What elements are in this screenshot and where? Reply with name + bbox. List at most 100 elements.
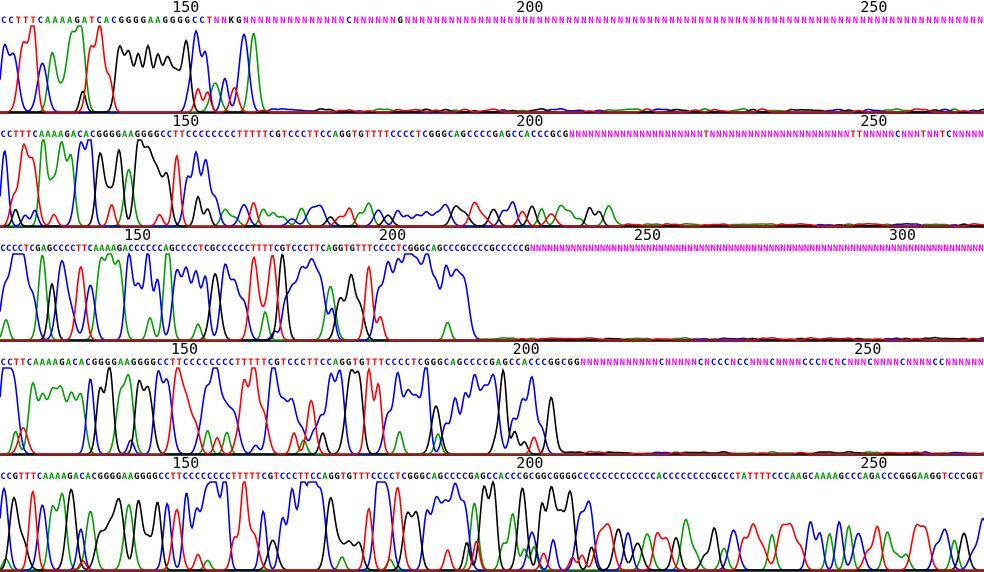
base-call: C xyxy=(320,130,325,140)
base-call: C xyxy=(425,244,430,254)
base-call: G xyxy=(414,244,419,254)
base-call: C xyxy=(960,472,965,482)
base-call: T xyxy=(703,130,709,140)
base-call: N xyxy=(456,16,461,26)
base-call: N xyxy=(353,16,358,26)
base-call: T xyxy=(355,244,361,254)
base-call: C xyxy=(320,244,325,254)
base-call: C xyxy=(662,472,667,482)
base-call: N xyxy=(716,244,721,254)
base-call: N xyxy=(705,244,710,254)
base-call: N xyxy=(635,244,640,254)
base-call: C xyxy=(390,244,395,254)
base-call: N xyxy=(856,244,861,254)
base-call: N xyxy=(862,244,867,254)
base-call: C xyxy=(377,472,382,482)
base-call: C xyxy=(262,472,267,482)
base-call: N xyxy=(874,244,879,254)
base-call: N xyxy=(906,358,911,368)
base-call: A xyxy=(45,130,51,140)
base-call: N xyxy=(711,244,716,254)
base-call: C xyxy=(729,472,734,482)
base-call: N xyxy=(786,130,791,140)
base-call: N xyxy=(815,244,820,254)
base-call: T xyxy=(367,244,373,254)
base-call: N xyxy=(763,244,768,254)
base-call: G xyxy=(59,358,64,368)
base-call: C xyxy=(6,472,11,482)
tick-label: 250 xyxy=(860,0,887,16)
base-call: T xyxy=(307,130,313,140)
base-call: T xyxy=(243,472,249,482)
tick-label: 200 xyxy=(516,454,543,472)
base-call: A xyxy=(58,130,64,140)
base-call: A xyxy=(474,472,480,482)
base-call: T xyxy=(307,358,313,368)
base-call: C xyxy=(743,358,748,368)
base-call: G xyxy=(140,472,145,482)
base-call: N xyxy=(875,16,880,26)
base-call: N xyxy=(810,244,815,254)
base-call: C xyxy=(77,130,82,140)
base-call: G xyxy=(110,472,115,482)
base-call: C xyxy=(300,358,305,368)
base-call: G xyxy=(550,130,555,140)
base-call: A xyxy=(52,130,58,140)
base-call: G xyxy=(711,472,716,482)
base-call: N xyxy=(941,16,946,26)
base-call: N xyxy=(565,244,570,254)
base-call: N xyxy=(978,16,983,26)
base-call: C xyxy=(294,130,299,140)
base-call: N xyxy=(665,130,670,140)
base-call: A xyxy=(66,358,72,368)
base-call: N xyxy=(221,16,226,26)
base-call: T xyxy=(395,472,401,482)
base-call: C xyxy=(531,130,536,140)
base-call: A xyxy=(53,358,59,368)
base-call: N xyxy=(600,358,605,368)
base-call: N xyxy=(596,16,601,26)
base-call: N xyxy=(581,358,586,368)
base-call: G xyxy=(441,130,446,140)
trace-line-G xyxy=(0,139,984,227)
base-call: C xyxy=(301,130,306,140)
base-call: G xyxy=(413,472,418,482)
base-call: N xyxy=(844,244,849,254)
base-call: G xyxy=(350,244,355,254)
base-call: N xyxy=(750,16,755,26)
base-call: N xyxy=(420,16,425,26)
base-call: A xyxy=(826,472,832,482)
base-call: N xyxy=(606,244,611,254)
base-call: N xyxy=(801,16,806,26)
base-call: C xyxy=(398,358,403,368)
base-call: G xyxy=(346,358,351,368)
base-call: C xyxy=(288,130,293,140)
base-call: G xyxy=(419,472,424,482)
base-call: N xyxy=(967,244,972,254)
base-call: N xyxy=(587,358,592,368)
base-call: G xyxy=(397,16,402,26)
base-call: N xyxy=(908,130,913,140)
base-call: N xyxy=(280,16,285,26)
base-call: N xyxy=(678,358,683,368)
base-call: N xyxy=(904,16,909,26)
base-call: A xyxy=(432,472,438,482)
base-call: C xyxy=(218,130,223,140)
base-call: C xyxy=(809,358,814,368)
base-call: N xyxy=(676,244,681,254)
base-call: G xyxy=(535,472,540,482)
base-call: G xyxy=(972,472,977,482)
base-call: G xyxy=(116,472,121,482)
base-call: A xyxy=(431,244,437,254)
base-call: A xyxy=(111,244,117,254)
base-call: G xyxy=(35,244,40,254)
base-call: C xyxy=(845,472,850,482)
base-call: G xyxy=(574,358,579,368)
base-call: N xyxy=(919,358,924,368)
base-call: N xyxy=(697,130,702,140)
trace-line-A xyxy=(0,25,984,113)
base-call: G xyxy=(185,16,190,26)
base-call: N xyxy=(743,16,748,26)
base-call: N xyxy=(854,358,859,368)
